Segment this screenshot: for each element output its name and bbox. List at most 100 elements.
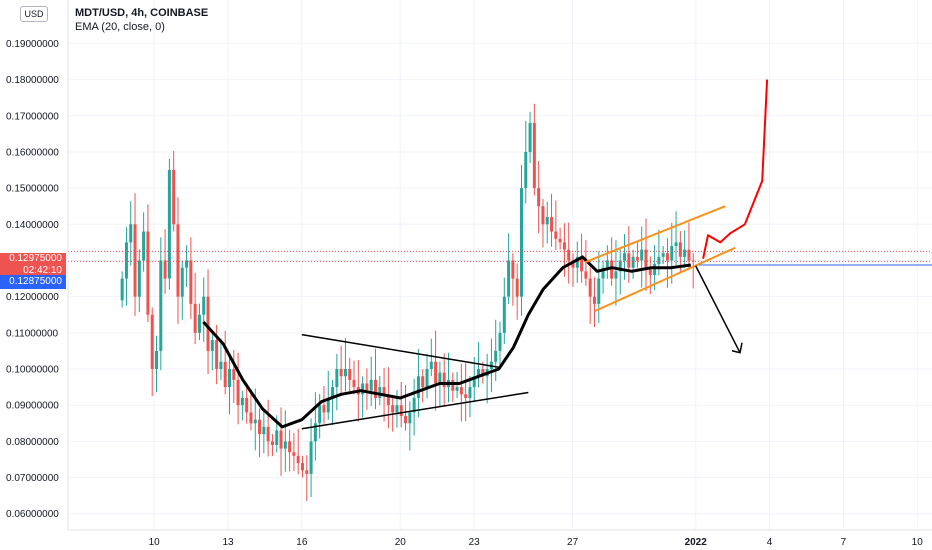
triangle-lower-trendline	[301, 391, 529, 430]
time-tick-label: 27	[567, 537, 579, 548]
candle-body	[155, 350, 159, 370]
candle-body	[592, 296, 596, 304]
candle-body	[202, 296, 206, 315]
candle-body	[665, 253, 669, 261]
candle-body	[163, 260, 167, 279]
candle-body	[176, 224, 180, 297]
ema-line	[202, 255, 692, 429]
candle-body	[618, 260, 622, 272]
candle-body	[189, 260, 193, 304]
candle-body	[335, 369, 339, 388]
price-tick-label: 0.14000000	[6, 220, 59, 231]
candle-body	[507, 260, 511, 297]
candle-body	[519, 188, 523, 297]
chart-legend: MDT/USD, 4h, COINBASE EMA (20, close, 0)	[75, 6, 208, 34]
time-tick-label: 23	[469, 537, 481, 548]
candle-body	[515, 278, 519, 297]
price-tick-label: 0.07000000	[6, 473, 59, 484]
candle-body	[575, 256, 579, 268]
candle-body	[562, 242, 566, 250]
candle-body	[464, 394, 468, 398]
time-tick-label: 7	[841, 537, 847, 548]
candle-body	[369, 379, 373, 391]
time-tick-label: 10	[149, 537, 161, 548]
candle-body	[240, 397, 244, 406]
price-tick-label: 0.17000000	[6, 111, 59, 122]
candle-body	[425, 369, 429, 388]
candle-body	[678, 242, 682, 257]
price-tick-label: 0.15000000	[6, 184, 59, 195]
candle-body	[416, 376, 420, 398]
ema-price-value: 0.12875000	[9, 276, 62, 287]
candle-body	[399, 405, 403, 417]
candle-body	[245, 397, 249, 413]
candle-body	[528, 123, 532, 152]
candle-body	[494, 350, 498, 362]
last-price-value: 0.12975000	[9, 253, 62, 265]
candle-body	[670, 246, 674, 261]
candle-body	[404, 416, 408, 424]
candle-body	[167, 170, 171, 279]
candle-body	[442, 372, 446, 388]
channel-lower-line	[594, 246, 736, 313]
candle-body	[571, 260, 575, 268]
candle-body	[270, 441, 274, 445]
candle-body	[601, 267, 605, 279]
triangle-upper-trendline	[301, 333, 499, 368]
price-tick-label: 0.19000000	[6, 39, 59, 50]
time-tick-label: 10	[912, 537, 924, 548]
candle-body	[292, 452, 296, 456]
candle-body	[623, 253, 627, 261]
candle-body	[326, 397, 330, 413]
candle-body	[472, 376, 476, 388]
candle-body	[313, 423, 317, 442]
price-tick-label: 0.06000000	[6, 509, 59, 520]
currency-badge[interactable]: USD	[20, 6, 48, 22]
candle-body	[339, 369, 343, 377]
candle-body	[309, 441, 313, 474]
candle-body	[185, 260, 189, 268]
time-tick-label: 2022	[685, 537, 708, 548]
candle-body	[653, 264, 657, 275]
price-tick-label: 0.11000000	[6, 328, 59, 339]
candle-body	[146, 231, 150, 315]
candle-body	[558, 238, 562, 243]
symbol-title[interactable]: MDT/USD, 4h, COINBASE	[75, 7, 209, 19]
candle-body	[352, 379, 356, 388]
candle-body	[614, 271, 618, 279]
indicator-label[interactable]: EMA (20, close, 0)	[75, 21, 165, 33]
candle-body	[391, 405, 395, 413]
candle-body	[300, 463, 304, 471]
candle-body	[627, 253, 631, 268]
candle-body	[361, 383, 365, 395]
candle-body	[588, 278, 592, 297]
candle-body	[322, 405, 326, 413]
candle-body	[365, 383, 369, 391]
candle-body	[674, 242, 678, 247]
candle-body	[567, 249, 571, 261]
price-tick-label: 0.10000000	[6, 365, 59, 376]
time-tick-label: 16	[296, 537, 308, 548]
candle-body	[683, 249, 687, 257]
candle-body	[232, 369, 236, 380]
candle-body	[451, 379, 455, 391]
ema-price-tag: 0.12875000	[0, 275, 66, 289]
candle-body	[348, 369, 352, 380]
candle-body	[262, 426, 266, 435]
candle-body	[502, 296, 506, 333]
price-tick-label: 0.09000000	[6, 401, 59, 412]
candle-body	[129, 224, 133, 243]
candle-body	[253, 419, 257, 424]
candle-body	[597, 278, 601, 304]
candle-body	[172, 170, 176, 225]
candle-body	[288, 441, 292, 453]
candle-body	[193, 303, 197, 333]
candle-body	[159, 260, 163, 351]
candle-body	[537, 188, 541, 207]
candle-body	[468, 387, 472, 398]
forecast-down-arrow	[695, 265, 741, 354]
candle-body	[378, 387, 382, 398]
candle-body	[421, 376, 425, 388]
candle-body	[554, 231, 558, 239]
